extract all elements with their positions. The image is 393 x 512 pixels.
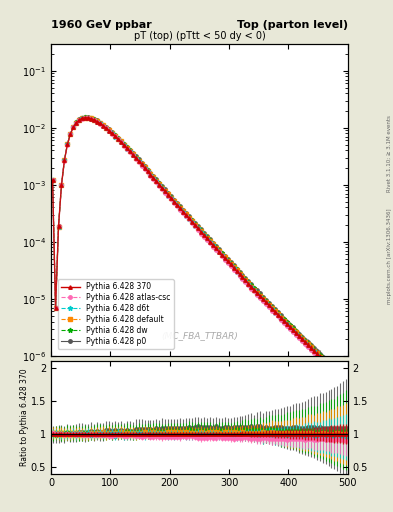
Text: Top (parton level): Top (parton level): [237, 20, 348, 31]
Text: mcplots.cern.ch [arXiv:1306.3436]: mcplots.cern.ch [arXiv:1306.3436]: [387, 208, 392, 304]
Text: Rivet 3.1.10; ≥ 3.1M events: Rivet 3.1.10; ≥ 3.1M events: [387, 115, 392, 192]
Legend: Pythia 6.428 370, Pythia 6.428 atlas-csc, Pythia 6.428 d6t, Pythia 6.428 default: Pythia 6.428 370, Pythia 6.428 atlas-csc…: [58, 279, 174, 349]
Title: pT (top) (pTtt < 50 dy < 0): pT (top) (pTtt < 50 dy < 0): [134, 31, 265, 41]
Text: (MC_FBA_TTBAR): (MC_FBA_TTBAR): [161, 331, 238, 340]
Y-axis label: Ratio to Pythia 6.428 370: Ratio to Pythia 6.428 370: [20, 369, 29, 466]
Text: 1960 GeV ppbar: 1960 GeV ppbar: [51, 20, 152, 31]
